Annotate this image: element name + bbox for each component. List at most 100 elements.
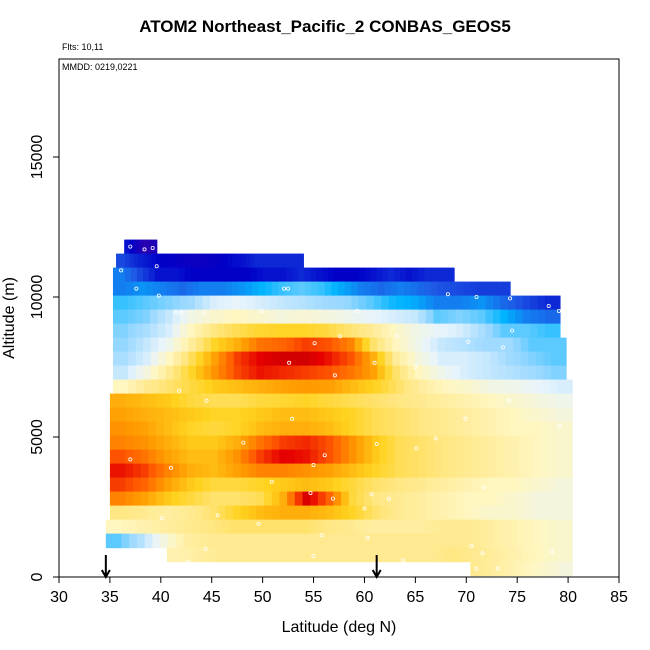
heatmap-cell	[490, 351, 499, 367]
heatmap-cell	[306, 323, 315, 339]
heatmap-cell	[556, 393, 566, 409]
heatmap-cell	[321, 309, 330, 325]
heatmap-cell	[252, 547, 260, 563]
heatmap-cell	[112, 379, 122, 395]
heatmap-cell	[202, 323, 211, 339]
heatmap-cell	[135, 295, 144, 311]
heatmap-cell	[373, 295, 382, 311]
heatmap-cell	[487, 491, 496, 507]
heatmap-cell	[341, 477, 350, 493]
heatmap-cell	[425, 421, 435, 437]
heatmap-cell	[433, 323, 442, 339]
heatmap-cell	[415, 337, 424, 353]
heatmap-cell	[143, 365, 152, 381]
heatmap-cell	[238, 281, 246, 297]
heatmap-cell	[486, 547, 495, 563]
heatmap-cell	[354, 519, 363, 535]
heatmap-cell	[256, 337, 265, 353]
heatmap-cell	[464, 477, 473, 493]
heatmap-cell	[233, 393, 242, 409]
heatmap-cell	[311, 379, 321, 395]
heatmap-cell	[452, 337, 461, 353]
heatmap-cell	[318, 281, 326, 297]
heatmap-cell	[470, 295, 479, 311]
observation-point	[256, 521, 261, 526]
heatmap-cell	[152, 519, 161, 535]
heatmap-cell	[263, 421, 273, 437]
heatmap-cell	[148, 435, 157, 451]
heatmap-cell	[214, 533, 224, 549]
heatmap-cell	[120, 309, 129, 325]
heatmap-cell	[271, 281, 280, 297]
heatmap-cell	[498, 365, 507, 381]
heatmap-cell	[158, 365, 167, 381]
heatmap-cell	[133, 407, 142, 423]
heatmap-cell	[298, 253, 304, 269]
heatmap-cell	[478, 323, 487, 339]
observation-point	[203, 547, 208, 552]
heatmap-cell	[515, 309, 524, 325]
heatmap-cell	[341, 407, 350, 423]
heatmap-cell	[129, 533, 138, 549]
heatmap-cell	[117, 449, 126, 465]
heatmap-cell	[309, 547, 317, 563]
heatmap-cell	[530, 323, 539, 339]
heatmap-cell	[310, 267, 318, 283]
heatmap-cell	[223, 547, 232, 563]
heatmap-cell	[136, 533, 146, 549]
heatmap-cell	[388, 323, 397, 339]
heatmap-cell	[455, 309, 464, 325]
heatmap-cell	[187, 309, 196, 325]
heatmap-cell	[202, 505, 211, 521]
observation-point	[286, 286, 291, 291]
heatmap-cell	[449, 379, 458, 395]
flight-arrow	[100, 555, 111, 580]
heatmap-cell	[286, 337, 295, 353]
heatmap-cell	[433, 407, 442, 423]
heatmap-cell	[525, 393, 535, 409]
observation-point	[413, 364, 418, 369]
heatmap-cell	[365, 379, 374, 395]
heatmap-cell	[133, 435, 142, 451]
heatmap-cell	[317, 407, 327, 423]
heatmap-cell	[518, 505, 527, 521]
heatmap-cell	[139, 281, 147, 297]
heatmap-cell	[179, 281, 187, 297]
heatmap-cell	[325, 393, 334, 409]
heatmap-cell	[525, 407, 535, 423]
heatmap-cell	[210, 435, 219, 451]
heatmap-cell	[281, 379, 290, 395]
heatmap-cell	[379, 435, 388, 451]
heatmap-cell	[209, 309, 218, 325]
heatmap-cell	[271, 421, 280, 437]
heatmap-cell	[125, 463, 134, 479]
heatmap-cell	[396, 323, 405, 339]
heatmap-cell	[233, 351, 242, 367]
heatmap-cell	[194, 463, 203, 479]
heatmap-cell	[314, 295, 323, 311]
heatmap-cell	[294, 505, 304, 521]
heatmap-cell	[495, 477, 504, 493]
observation-point	[510, 328, 515, 333]
heatmap-cell	[354, 365, 363, 381]
heatmap-cell	[225, 407, 234, 423]
heatmap-cell	[408, 547, 417, 563]
observation-point	[474, 566, 479, 571]
heatmap-cell	[254, 295, 263, 311]
heatmap-cell	[152, 533, 161, 549]
heatmap-cell	[269, 309, 278, 325]
heatmap-cell	[254, 323, 263, 339]
heatmap-cell	[307, 519, 317, 535]
heatmap-cell	[364, 449, 373, 465]
heatmap-cell	[148, 477, 157, 493]
heatmap-cell	[315, 519, 325, 535]
heatmap-cell	[336, 323, 345, 339]
heatmap-cell	[184, 267, 192, 283]
heatmap-cell	[325, 421, 334, 437]
heatmap-cell	[125, 491, 134, 507]
heatmap-cell	[410, 449, 419, 465]
heatmap-cell	[476, 561, 483, 577]
heatmap-cell	[168, 533, 177, 549]
heatmap-cell	[180, 365, 190, 381]
